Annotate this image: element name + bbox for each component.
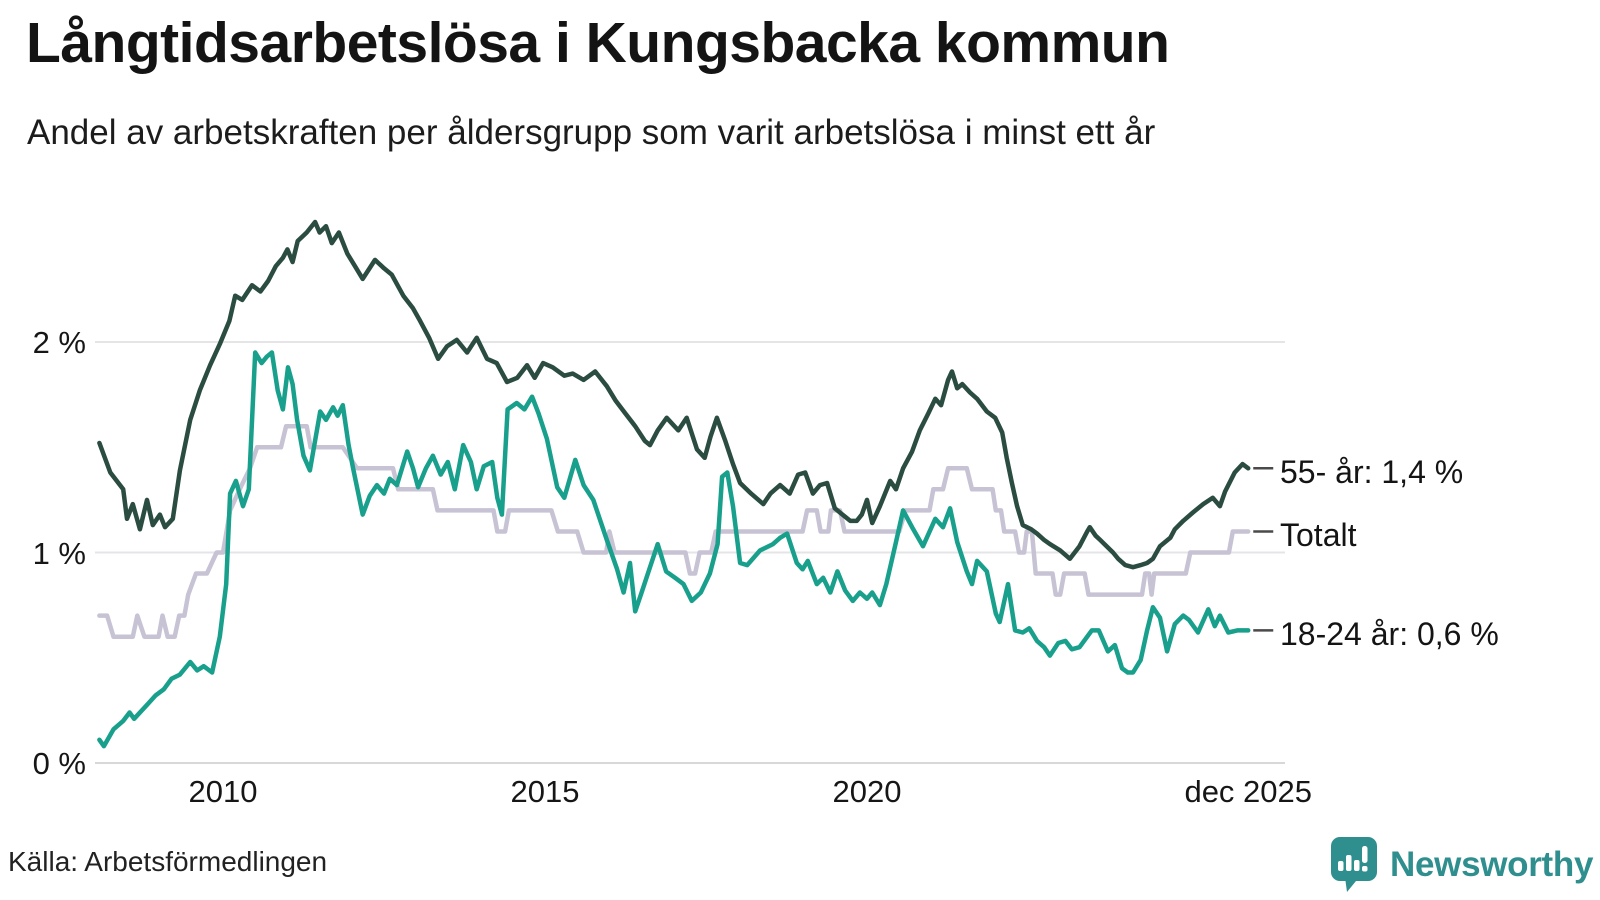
x-tick-label-1: 2015 (510, 774, 580, 809)
series-end-label-1: Totalt (1280, 517, 1357, 554)
page-title: Långtidsarbetslösa i Kungsbacka kommun (26, 11, 1170, 75)
series-end-label-2: 18-24 år: 0,6 % (1280, 616, 1499, 653)
x-tick-label-0: 2010 (188, 774, 258, 809)
y-tick-label-0: 0 % (32, 746, 86, 781)
y-tick-label-2: 2 % (32, 325, 86, 360)
page-subtitle: Andel av arbetskraften per åldersgrupp s… (27, 113, 1156, 152)
x-tick-label-3: dec 2025 (1184, 774, 1313, 809)
source-note: Källa: Arbetsförmedlingen (8, 846, 328, 877)
bar-chart-speech-bubble-icon (1331, 837, 1377, 892)
y-tick-label-1: 1 % (32, 535, 86, 571)
brand-name: Newsworthy (1390, 844, 1594, 884)
series-end-label-0: 55- år: 1,4 % (1280, 454, 1464, 491)
series-line-18-24r (97, 350, 1251, 749)
series-line-Totalt (97, 423, 1251, 639)
x-tick-label-2: 2020 (832, 774, 902, 809)
series-line-55-r (97, 219, 1251, 570)
newsworthy-branding: Newsworthy (1330, 836, 1593, 893)
